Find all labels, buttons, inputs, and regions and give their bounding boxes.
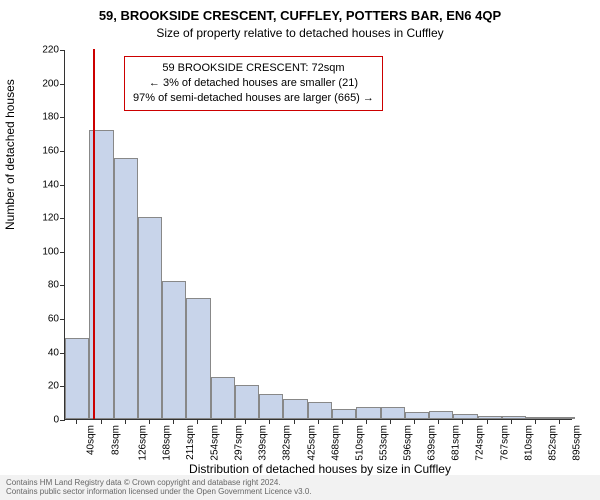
marker-line — [93, 49, 95, 419]
histogram-bar — [259, 394, 283, 419]
info-line-2: ← 3% of detached houses are smaller (21) — [133, 76, 374, 91]
y-tick-mark — [60, 386, 65, 387]
histogram-bar — [332, 409, 356, 419]
x-tick-label: 596sqm — [402, 425, 413, 461]
x-tick-label: 83sqm — [110, 425, 121, 455]
x-tick-mark — [366, 419, 367, 424]
y-tick-mark — [60, 84, 65, 85]
x-tick-mark — [511, 419, 512, 424]
histogram-bar — [405, 412, 429, 419]
histogram-bar — [65, 338, 89, 419]
x-tick-label: 895sqm — [571, 425, 582, 461]
x-tick-label: 724sqm — [475, 425, 486, 461]
y-tick-label: 200 — [42, 78, 59, 89]
x-tick-mark — [197, 419, 198, 424]
histogram-bar — [478, 416, 502, 419]
x-tick-mark — [462, 419, 463, 424]
y-tick-label: 80 — [48, 280, 59, 291]
y-tick-mark — [60, 50, 65, 51]
x-tick-label: 810sqm — [523, 425, 534, 461]
histogram-bar — [114, 158, 138, 419]
y-tick-label: 180 — [42, 112, 59, 123]
x-tick-mark — [149, 419, 150, 424]
x-axis-label: Distribution of detached houses by size … — [189, 462, 451, 476]
histogram-bar — [138, 217, 162, 419]
y-tick-label: 0 — [53, 415, 59, 426]
histogram-bar — [453, 414, 477, 419]
y-tick-mark — [60, 319, 65, 320]
y-tick-mark — [60, 353, 65, 354]
y-axis-label: Number of detached houses — [3, 79, 17, 230]
x-tick-mark — [269, 419, 270, 424]
x-tick-label: 639sqm — [427, 425, 438, 461]
x-tick-mark — [487, 419, 488, 424]
y-tick-mark — [60, 285, 65, 286]
y-tick-label: 160 — [42, 145, 59, 156]
y-tick-label: 40 — [48, 347, 59, 358]
x-tick-label: 168sqm — [161, 425, 172, 461]
y-tick-label: 60 — [48, 314, 59, 325]
footer-line-1: Contains HM Land Registry data © Crown c… — [6, 478, 594, 488]
y-tick-mark — [60, 151, 65, 152]
x-tick-label: 425sqm — [306, 425, 317, 461]
x-tick-mark — [438, 419, 439, 424]
y-tick-label: 140 — [42, 179, 59, 190]
y-tick-label: 220 — [42, 45, 59, 56]
x-tick-label: 211sqm — [185, 425, 196, 460]
x-tick-label: 339sqm — [257, 425, 268, 461]
x-tick-label: 468sqm — [330, 425, 341, 461]
info-line-1: 59 BROOKSIDE CRESCENT: 72sqm — [133, 61, 374, 76]
x-tick-mark — [125, 419, 126, 424]
footer-line-2: Contains public sector information licen… — [6, 487, 594, 497]
y-tick-label: 20 — [48, 381, 59, 392]
y-tick-mark — [60, 117, 65, 118]
x-tick-mark — [245, 419, 246, 424]
y-tick-mark — [60, 218, 65, 219]
x-tick-mark — [101, 419, 102, 424]
x-tick-mark — [221, 419, 222, 424]
histogram-bar — [235, 385, 259, 419]
x-tick-label: 767sqm — [499, 425, 510, 461]
x-tick-mark — [390, 419, 391, 424]
histogram-bar — [502, 416, 526, 419]
y-tick-mark — [60, 420, 65, 421]
x-tick-label: 382sqm — [282, 425, 293, 461]
x-tick-label: 681sqm — [450, 425, 461, 461]
info-line-3: 97% of semi-detached houses are larger (… — [133, 91, 374, 106]
y-tick-mark — [60, 252, 65, 253]
histogram-bar — [381, 407, 405, 419]
x-tick-label: 852sqm — [547, 425, 558, 461]
info-box: 59 BROOKSIDE CRESCENT: 72sqm ← 3% of det… — [124, 56, 383, 111]
y-tick-label: 100 — [42, 246, 59, 257]
histogram-bar — [308, 402, 332, 419]
histogram-bar — [211, 377, 235, 419]
footer: Contains HM Land Registry data © Crown c… — [0, 475, 600, 500]
histogram-bar — [526, 417, 550, 419]
x-tick-mark — [535, 419, 536, 424]
x-tick-label: 40sqm — [86, 425, 97, 455]
histogram-bar — [356, 407, 380, 419]
x-tick-label: 297sqm — [234, 425, 245, 461]
histogram-bar — [429, 411, 453, 419]
x-tick-mark — [342, 419, 343, 424]
x-tick-mark — [318, 419, 319, 424]
x-tick-label: 126sqm — [137, 425, 148, 461]
x-tick-label: 553sqm — [378, 425, 389, 461]
y-tick-label: 120 — [42, 213, 59, 224]
x-tick-label: 254sqm — [209, 425, 220, 461]
histogram-bar — [186, 298, 210, 419]
x-tick-label: 510sqm — [354, 425, 365, 461]
x-tick-mark — [173, 419, 174, 424]
page-subtitle: Size of property relative to detached ho… — [0, 23, 600, 40]
histogram-bar — [550, 417, 574, 419]
x-tick-mark — [414, 419, 415, 424]
histogram-chart: 02040608010012014016018020022040sqm83sqm… — [64, 50, 572, 420]
histogram-bar — [162, 281, 186, 419]
histogram-bar — [283, 399, 307, 419]
x-tick-mark — [294, 419, 295, 424]
y-tick-mark — [60, 185, 65, 186]
x-tick-mark — [76, 419, 77, 424]
page-title: 59, BROOKSIDE CRESCENT, CUFFLEY, POTTERS… — [0, 0, 600, 23]
x-tick-mark — [559, 419, 560, 424]
